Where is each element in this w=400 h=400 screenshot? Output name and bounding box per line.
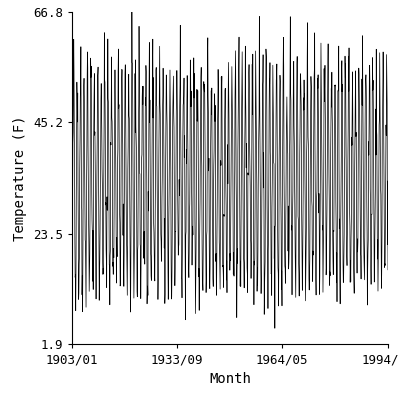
X-axis label: Month: Month (209, 372, 251, 386)
Y-axis label: Temperature (F): Temperature (F) (14, 115, 28, 241)
